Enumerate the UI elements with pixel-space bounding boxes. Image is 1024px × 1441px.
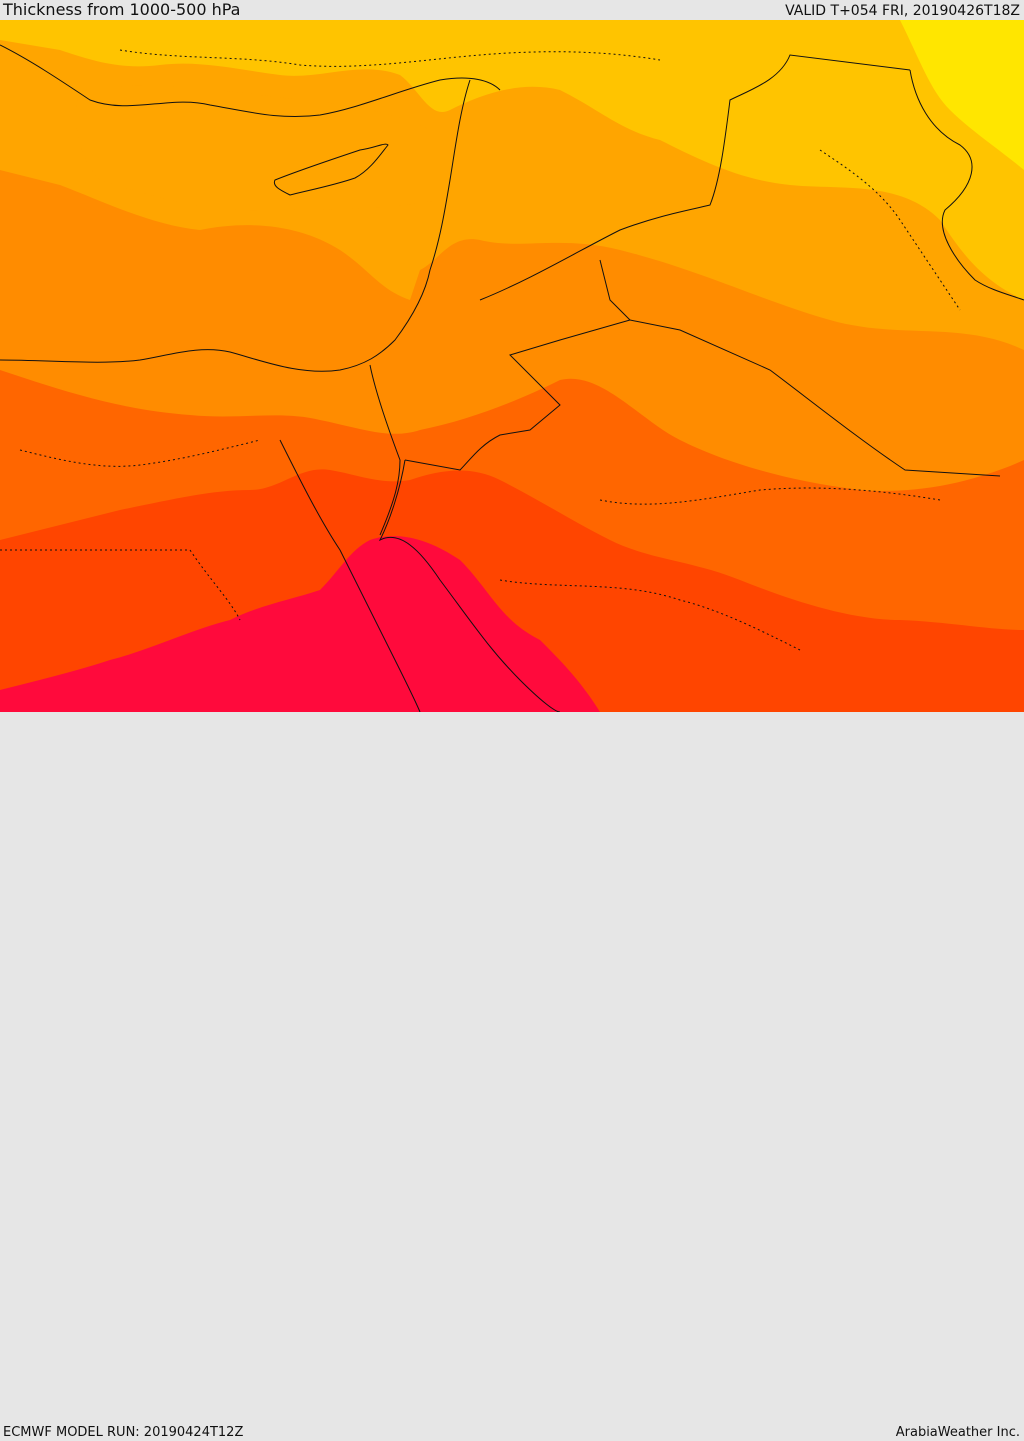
cyprus-outline (273, 143, 389, 196)
coast-anatolia (0, 44, 501, 118)
map-title: Thickness from 1000-500 hPa (3, 0, 241, 19)
border-syria-iraq (479, 54, 911, 301)
header-bar: Thickness from 1000-500 hPa VALID T+054 … (0, 0, 1024, 20)
border-egypt-libya (0, 549, 241, 621)
valid-time: VALID T+054 FRI, 20190426T18Z (785, 3, 1020, 19)
border-jordan-saudi (404, 259, 631, 471)
border-dotted-saudi-1 (499, 579, 801, 651)
credit-label: ArabiaWeather Inc. (895, 1425, 1020, 1440)
band-crimson (0, 536, 600, 712)
coast-red-sea-east (378, 459, 561, 712)
model-run: ECMWF MODEL RUN: 20190424T12Z (3, 1425, 244, 1440)
coast-levant (0, 79, 471, 372)
coast-red-sea-west (279, 439, 421, 712)
border-iraq-saudi (629, 319, 1001, 477)
coast-gulf-of-suez (369, 364, 401, 536)
band-inland (76, 85, 440, 211)
thickness-map (0, 20, 1024, 712)
border-dotted-turkey (119, 49, 661, 67)
border-dotted-saudi-2 (599, 487, 941, 505)
footer-bar: ECMWF MODEL RUN: 20190424T12Z ArabiaWeat… (0, 712, 1024, 1440)
band-yellow-orange (0, 20, 1024, 300)
border-dotted-egypt (19, 439, 261, 467)
border-iraq-iran (909, 69, 1024, 301)
band-yellow (900, 20, 1024, 170)
